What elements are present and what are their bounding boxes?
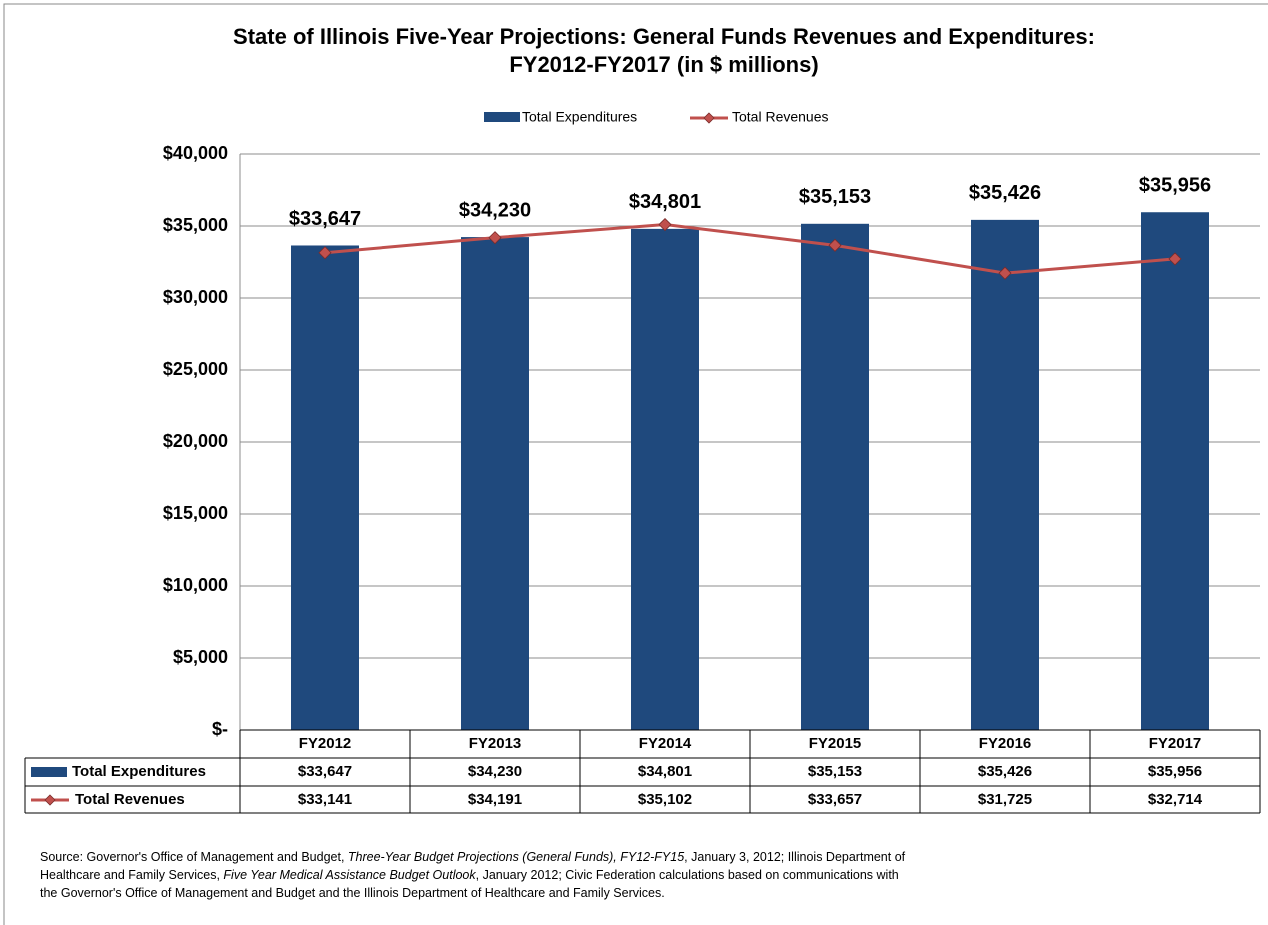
line-marker xyxy=(488,231,502,245)
x-tick-label: FY2015 xyxy=(809,735,862,752)
x-tick-label: FY2014 xyxy=(639,735,692,752)
data-label: $33,647 xyxy=(289,208,361,230)
table-cell: $35,102 xyxy=(638,791,692,808)
table-cell: $33,141 xyxy=(298,791,352,808)
source-note: the Governor's Office of Management and … xyxy=(40,886,665,900)
line-marker xyxy=(998,266,1012,280)
line-marker xyxy=(828,238,842,252)
table-cell: $33,647 xyxy=(298,763,352,780)
legend-marker xyxy=(703,112,715,124)
y-tick-label: $20,000 xyxy=(163,431,228,451)
table-cell: $34,801 xyxy=(638,763,692,780)
y-tick-label: $35,000 xyxy=(163,215,228,235)
bar xyxy=(801,223,869,730)
y-tick-label: $40,000 xyxy=(163,143,228,163)
table-cell: $32,714 xyxy=(1148,791,1203,808)
x-tick-label: FY2013 xyxy=(469,735,522,752)
source-segment: Source: Governor's Office of Management … xyxy=(40,850,348,864)
bar xyxy=(971,219,1039,730)
y-tick-label: $15,000 xyxy=(163,503,228,523)
source-segment: Five Year Medical Assistance Budget Outl… xyxy=(223,868,476,882)
y-tick-label: $5,000 xyxy=(173,647,228,667)
table-cell: $35,153 xyxy=(808,763,862,780)
y-tick-label: $10,000 xyxy=(163,575,228,595)
x-tick-label: FY2012 xyxy=(299,735,352,752)
x-tick-label: FY2017 xyxy=(1149,735,1202,752)
source-segment: , January 2012; Civic Federation calcula… xyxy=(476,868,899,882)
line-marker xyxy=(318,246,332,260)
x-tick-label: FY2016 xyxy=(979,735,1032,752)
bar xyxy=(291,245,359,730)
table-cell: $35,426 xyxy=(978,763,1032,780)
source-segment: Three-Year Budget Projections (General F… xyxy=(348,850,684,864)
table-row-label: Total Expenditures xyxy=(72,763,206,780)
bar xyxy=(1141,212,1209,731)
data-label: $34,230 xyxy=(459,199,531,221)
line xyxy=(324,223,1176,275)
table-cell: $31,725 xyxy=(978,791,1032,808)
legend-label: Total Expenditures xyxy=(522,109,637,125)
table-cell: $35,956 xyxy=(1148,763,1202,780)
source-segment: Healthcare and Family Services, xyxy=(40,868,223,882)
source-segment: the Governor's Office of Management and … xyxy=(40,886,665,900)
table-cell: $34,230 xyxy=(468,763,522,780)
data-label: $35,956 xyxy=(1139,175,1211,197)
table-legend-marker xyxy=(44,794,56,806)
bar xyxy=(461,237,529,730)
line-marker xyxy=(658,217,672,232)
bar xyxy=(631,228,699,730)
table-cell: $33,657 xyxy=(808,791,862,808)
source-segment: , January 3, 2012; Illinois Department o… xyxy=(684,850,905,864)
chart-frame xyxy=(3,3,1268,925)
chart-title: FY2012-FY2017 (in $ millions) xyxy=(509,52,818,77)
table-row-label: Total Revenues xyxy=(75,791,185,808)
y-tick-label: $25,000 xyxy=(163,359,228,379)
data-label: $35,153 xyxy=(799,186,871,208)
data-label: $35,426 xyxy=(969,182,1041,204)
data-label: $34,801 xyxy=(629,191,701,213)
chart-title: State of Illinois Five-Year Projections:… xyxy=(233,24,1095,49)
y-tick-label: $- xyxy=(212,719,228,739)
table-legend-swatch xyxy=(31,767,67,777)
table-cell: $34,191 xyxy=(468,791,522,808)
legend-swatch xyxy=(484,112,520,122)
legend-label: Total Revenues xyxy=(732,109,829,125)
source-note: Healthcare and Family Services, Five Yea… xyxy=(40,868,899,882)
y-tick-label: $30,000 xyxy=(163,287,228,307)
source-note: Source: Governor's Office of Management … xyxy=(40,850,906,864)
line-marker xyxy=(1168,252,1182,266)
